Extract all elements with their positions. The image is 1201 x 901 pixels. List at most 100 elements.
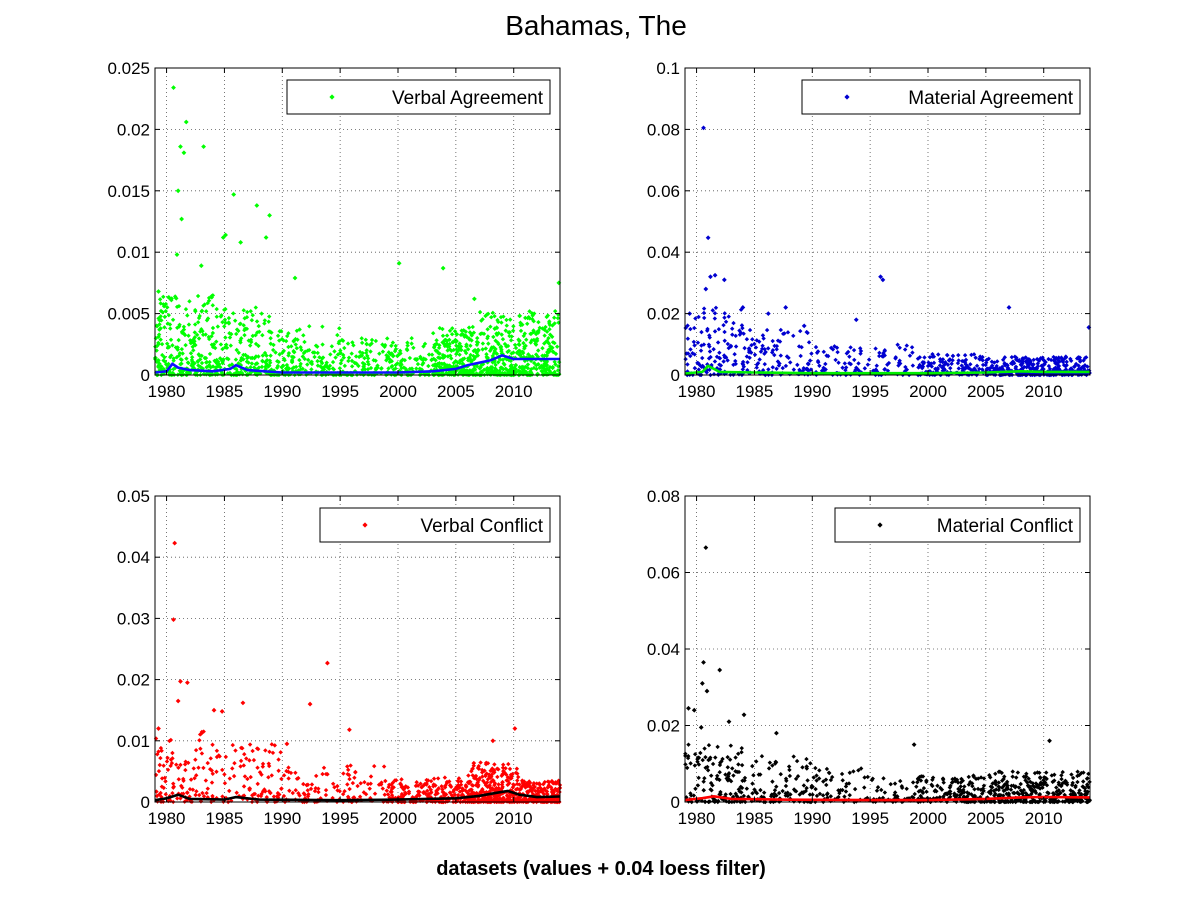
- data-point: [950, 776, 955, 782]
- data-point: [739, 323, 745, 328]
- data-point: [176, 353, 182, 358]
- data-point: [1035, 782, 1040, 788]
- data-point: [1021, 356, 1027, 361]
- data-point: [458, 782, 464, 787]
- data-point: [214, 754, 220, 760]
- data-point: [393, 362, 398, 368]
- data-point: [339, 358, 344, 363]
- data-point: [158, 337, 163, 342]
- data-point: [162, 775, 168, 781]
- data-point: [1018, 781, 1023, 787]
- data-point: [955, 360, 961, 366]
- scatter-points: [153, 540, 563, 805]
- data-point: [958, 787, 963, 793]
- data-point: [718, 792, 723, 797]
- data-point: [475, 335, 480, 341]
- data-point: [320, 324, 325, 329]
- data-point: [949, 361, 954, 366]
- data-point: [550, 323, 555, 328]
- data-point-outlier: [185, 680, 190, 686]
- data-point: [403, 784, 408, 789]
- data-point: [491, 787, 497, 793]
- data-point: [259, 311, 264, 316]
- data-point: [836, 794, 841, 800]
- data-point: [991, 372, 996, 377]
- data-point: [206, 295, 212, 301]
- data-point: [1073, 784, 1078, 790]
- data-point: [199, 353, 204, 359]
- data-point: [245, 309, 250, 315]
- data-point: [174, 296, 179, 301]
- data-point: [1033, 790, 1039, 796]
- data-point: [546, 783, 551, 788]
- data-point: [165, 767, 171, 773]
- data-point: [1010, 359, 1016, 364]
- data-point: [249, 361, 255, 366]
- data-point: [1075, 779, 1080, 785]
- data-point: [705, 326, 710, 332]
- data-point: [431, 784, 436, 789]
- data-point: [313, 343, 319, 348]
- data-point: [424, 777, 429, 783]
- data-point: [527, 309, 532, 314]
- data-point: [952, 791, 957, 796]
- data-point: [169, 353, 174, 358]
- plot-area: [155, 496, 560, 802]
- data-point: [239, 336, 244, 341]
- data-point: [740, 362, 746, 367]
- x-tick-label: 1995: [851, 809, 889, 828]
- data-point: [996, 780, 1002, 785]
- y-tick-label: 0.06: [647, 182, 680, 201]
- data-point: [349, 358, 355, 364]
- data-point: [171, 366, 176, 372]
- data-point: [281, 793, 287, 799]
- data-point: [547, 364, 553, 370]
- data-point: [507, 766, 513, 772]
- data-point: [522, 331, 528, 336]
- data-point: [823, 361, 828, 367]
- data-point: [726, 345, 731, 351]
- data-point: [488, 324, 493, 329]
- data-point: [703, 369, 708, 374]
- data-point: [1013, 364, 1019, 370]
- data-point: [335, 783, 340, 789]
- data-point: [483, 761, 489, 767]
- data-point: [739, 790, 744, 795]
- x-tick-label: 1990: [793, 809, 831, 828]
- data-point: [291, 348, 296, 354]
- data-point: [299, 347, 304, 353]
- data-point: [1084, 776, 1090, 781]
- data-point: [178, 796, 183, 801]
- data-point: [521, 368, 526, 374]
- data-point-outlier: [765, 311, 771, 316]
- data-point: [255, 765, 260, 770]
- data-point: [541, 782, 546, 787]
- data-point: [173, 345, 179, 350]
- data-point: [1060, 359, 1065, 364]
- data-point: [372, 791, 378, 796]
- data-point: [254, 319, 260, 324]
- data-point: [523, 343, 528, 349]
- data-point: [469, 331, 474, 337]
- data-point: [185, 313, 190, 318]
- data-point: [208, 365, 213, 370]
- data-point: [1004, 362, 1010, 368]
- data-point: [1037, 775, 1043, 780]
- data-point: [686, 742, 691, 747]
- data-point: [231, 311, 236, 316]
- data-point: [170, 750, 175, 756]
- data-point: [186, 322, 192, 327]
- data-point: [555, 779, 560, 785]
- data-point: [966, 774, 971, 780]
- data-point: [251, 365, 257, 370]
- trend-line: [154, 789, 561, 802]
- data-point: [742, 778, 747, 783]
- data-point: [364, 341, 369, 347]
- data-point: [197, 792, 202, 798]
- data-point: [511, 324, 516, 329]
- data-point: [1084, 792, 1089, 797]
- data-point: [227, 335, 233, 340]
- data-point: [980, 354, 985, 360]
- data-point: [167, 738, 172, 744]
- data-point: [1014, 798, 1020, 804]
